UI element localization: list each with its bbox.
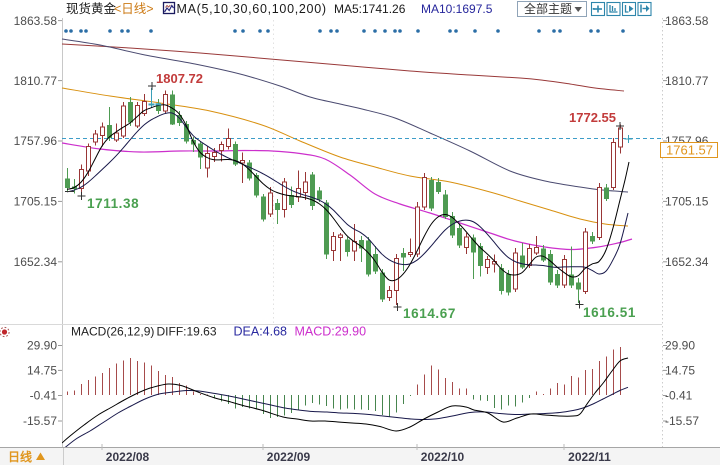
svg-text:29.90: 29.90 [665,339,695,353]
svg-text:1652.34: 1652.34 [14,255,58,269]
svg-text:MA10:1697.5: MA10:1697.5 [421,2,493,16]
svg-text:1810.77: 1810.77 [665,74,709,88]
svg-text:1616.51: 1616.51 [583,305,636,320]
svg-text:MACD(26,12,9): MACD(26,12,9) [71,325,154,339]
svg-text:-15.57: -15.57 [665,414,699,428]
svg-text:1810.77: 1810.77 [14,74,58,88]
svg-text:29.90: 29.90 [27,339,57,353]
svg-text:全部主题: 全部主题 [524,1,572,16]
svg-text:1807.72: 1807.72 [156,71,203,86]
svg-text:1757.96: 1757.96 [14,134,58,148]
svg-text:14.75: 14.75 [27,364,57,378]
svg-text:MA5:1741.26: MA5:1741.26 [334,2,406,16]
svg-text:1705.15: 1705.15 [665,195,709,209]
svg-text:1705.15: 1705.15 [14,195,58,209]
svg-text:DIFF:19.63: DIFF:19.63 [157,325,217,339]
svg-text:1863.58: 1863.58 [665,14,709,28]
svg-text:1711.38: 1711.38 [87,196,139,211]
svg-text:MACD:29.90: MACD:29.90 [295,325,367,339]
svg-text:1652.34: 1652.34 [665,255,709,269]
svg-text:<日线>: <日线> [114,2,154,16]
svg-text:1863.58: 1863.58 [14,14,58,28]
svg-text:2022/08: 2022/08 [106,450,150,464]
svg-text:-0.41: -0.41 [30,389,58,403]
svg-text:2022/09: 2022/09 [267,450,311,464]
svg-text:2022/10: 2022/10 [421,450,465,464]
svg-text:14.75: 14.75 [665,364,695,378]
svg-text:1614.67: 1614.67 [403,306,456,321]
svg-text:现货黄金: 现货黄金 [66,1,117,16]
svg-text:2022/11: 2022/11 [568,450,611,464]
svg-text:日线: 日线 [8,449,32,464]
svg-text:1761.57: 1761.57 [666,143,713,158]
svg-text:-15.57: -15.57 [23,414,57,428]
svg-text:1772.55: 1772.55 [569,110,616,125]
svg-text:MA(5,10,30,60,100,200): MA(5,10,30,60,100,200) [177,2,327,16]
svg-text:-0.41: -0.41 [665,389,693,403]
svg-text:DEA:4.68: DEA:4.68 [234,325,288,339]
